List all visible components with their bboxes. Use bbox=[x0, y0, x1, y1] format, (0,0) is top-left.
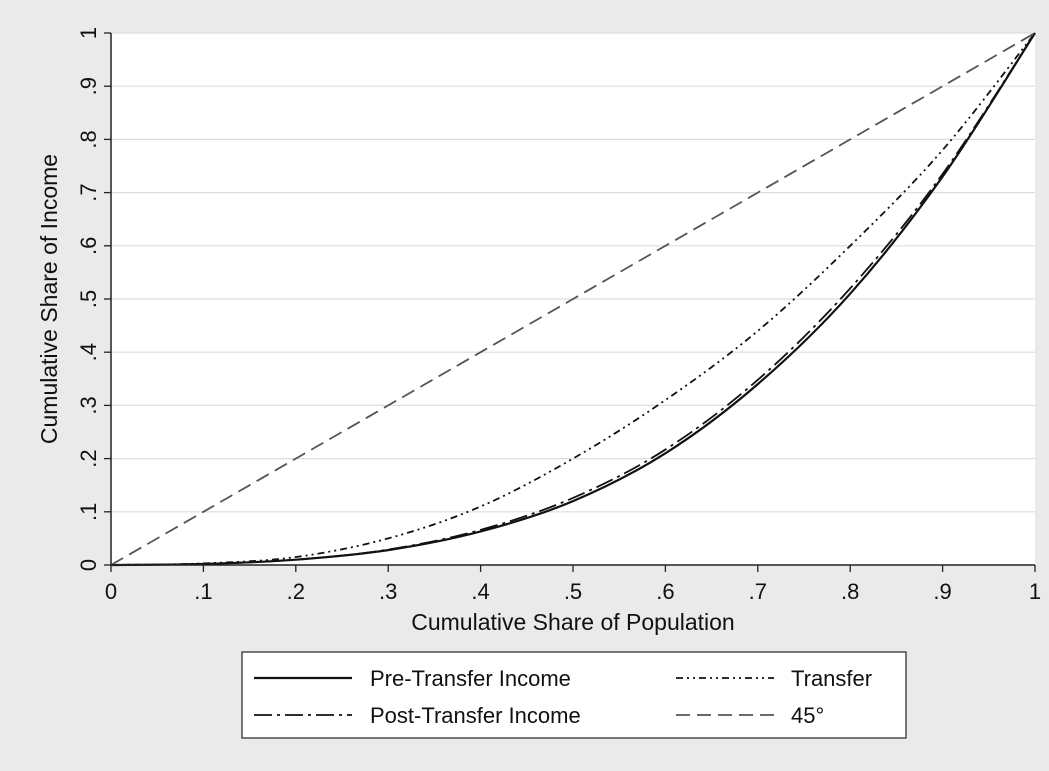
series-line-45 bbox=[110, 32, 1036, 566]
x-axis-ticks: 0 .1 .2 .3 .4 .5 .6 .7 .8 .9 1 bbox=[105, 565, 1041, 604]
legend-items: Pre-Transfer Income Transfer Post-Transfer… bbox=[254, 666, 872, 728]
y-tick-label: .4 bbox=[76, 343, 101, 361]
series-line-transfer bbox=[110, 32, 1036, 566]
y-tick-label: .8 bbox=[76, 130, 101, 148]
x-tick-label: .3 bbox=[379, 579, 397, 604]
y-tick-label: .1 bbox=[76, 503, 101, 521]
x-tick-label: .7 bbox=[749, 579, 767, 604]
y-tick-label: .9 bbox=[76, 77, 101, 95]
x-tick-label: 1 bbox=[1029, 579, 1041, 604]
legend-label: Transfer bbox=[791, 666, 872, 691]
x-tick-label: .5 bbox=[564, 579, 582, 604]
y-tick-label: .6 bbox=[76, 237, 101, 255]
x-tick-label: .4 bbox=[471, 579, 489, 604]
gridlines bbox=[111, 32, 1035, 513]
series-line-pre-transfer-income bbox=[110, 32, 1036, 567]
x-tick-label: .1 bbox=[194, 579, 212, 604]
x-tick-label: .8 bbox=[841, 579, 859, 604]
y-tick-label: .3 bbox=[76, 396, 101, 414]
y-tick-label: 0 bbox=[76, 559, 101, 571]
y-tick-label: .2 bbox=[76, 449, 101, 467]
x-tick-label: .2 bbox=[287, 579, 305, 604]
x-axis-title: Cumulative Share of Population bbox=[411, 609, 734, 635]
legend-label: Post-Transfer Income bbox=[370, 703, 581, 728]
series-layer bbox=[110, 32, 1036, 567]
legend-label: Pre-Transfer Income bbox=[370, 666, 571, 691]
y-tick-label: .5 bbox=[76, 290, 101, 308]
y-tick-label: 1 bbox=[76, 27, 101, 39]
x-tick-label: .9 bbox=[933, 579, 951, 604]
legend-box bbox=[241, 651, 907, 739]
y-axis-ticks: 0 .1 .2 .3 .4 .5 .6 .7 .8 .9 1 bbox=[76, 27, 111, 571]
legend-label: 45° bbox=[791, 703, 824, 728]
y-axis-title: Cumulative Share of Income bbox=[36, 154, 62, 444]
legend: Pre-Transfer Income Transfer Post-Transfer… bbox=[241, 651, 907, 739]
y-tick-label: .7 bbox=[76, 183, 101, 201]
x-tick-label: .6 bbox=[656, 579, 674, 604]
x-tick-label: 0 bbox=[105, 579, 117, 604]
